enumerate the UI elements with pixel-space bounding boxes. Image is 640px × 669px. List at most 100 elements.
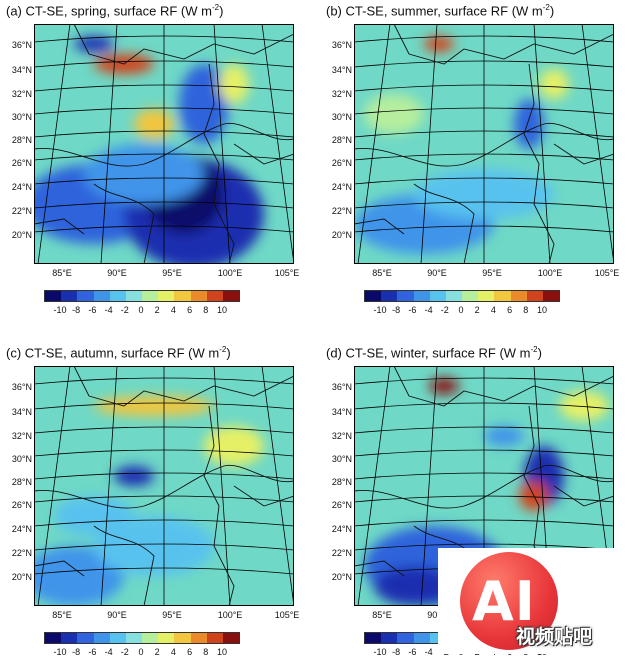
lon-tick-label: 95°E bbox=[162, 268, 182, 278]
colorbar-bin bbox=[222, 291, 240, 301]
lat-tick-label: 34°N bbox=[11, 407, 32, 417]
rf-anomaly-blob bbox=[539, 69, 569, 99]
colorbar-bin bbox=[190, 633, 207, 643]
lat-tick-label: 28°N bbox=[331, 477, 352, 487]
rf-anomaly-blob bbox=[374, 566, 454, 606]
longitude-line bbox=[261, 24, 294, 264]
colorbar-bin bbox=[125, 633, 143, 643]
rf-anomaly-blob bbox=[514, 99, 544, 149]
colorbar-tick-label: 4 bbox=[170, 647, 176, 657]
lon-tick-label: 105°E bbox=[594, 268, 620, 278]
colorbar-bin bbox=[158, 291, 175, 301]
lon-tick-label: 85°E bbox=[52, 268, 72, 278]
lon-tick-label: 100°E bbox=[217, 610, 243, 620]
border-line bbox=[354, 218, 405, 235]
borders bbox=[354, 366, 614, 606]
colorbar-tick-label: -8 bbox=[392, 647, 401, 657]
lat-tick-label: 30°N bbox=[331, 112, 352, 122]
lat-tick-label: 36°N bbox=[331, 40, 352, 50]
colorbar-bin bbox=[445, 291, 463, 301]
lat-tick-label: 20°N bbox=[11, 230, 32, 240]
colorbar-tick-label: -6 bbox=[88, 305, 97, 315]
colorbar-tick-label: -8 bbox=[392, 305, 401, 315]
colorbar-bin bbox=[174, 633, 191, 643]
lon-tick-label: 100°E bbox=[217, 268, 243, 278]
panel-title: (a) CT-SE, spring, surface RF (W m-2) bbox=[6, 3, 224, 19]
colorbar-tick-label: 2 bbox=[474, 305, 480, 315]
lat-tick-label: 32°N bbox=[11, 89, 32, 99]
colorbar-tick-label: -6 bbox=[88, 647, 97, 657]
rf-anomaly-blob bbox=[134, 109, 174, 139]
logo-caption: 视频贴吧 bbox=[516, 626, 593, 648]
lat-tick-label: 26°N bbox=[331, 500, 352, 510]
colorbar-bin bbox=[190, 291, 207, 301]
longitude-line bbox=[420, 366, 438, 606]
border-line bbox=[93, 183, 155, 264]
lat-tick-label: 30°N bbox=[331, 454, 352, 464]
colorbar-tick-label: -10 bbox=[373, 647, 387, 657]
colorbar-bin bbox=[222, 633, 240, 643]
logo-circle bbox=[460, 552, 558, 650]
border-line bbox=[393, 366, 614, 407]
border-line bbox=[523, 63, 555, 264]
colorbar-tick-label: 2 bbox=[154, 647, 160, 657]
longitude-line bbox=[37, 24, 71, 264]
colorbar-tick-label: -10 bbox=[53, 305, 67, 315]
colorbar-tick-label: 6 bbox=[187, 305, 193, 315]
lon-tick-label: 85°E bbox=[372, 610, 392, 620]
colorbar-tick-label: -6 bbox=[408, 305, 417, 315]
lon-tick-label: 105°E bbox=[274, 610, 300, 620]
lat-tick-label: 20°N bbox=[11, 572, 32, 582]
border-line bbox=[203, 405, 235, 606]
lon-tick-label: 85°E bbox=[52, 610, 72, 620]
graticule bbox=[34, 24, 294, 264]
colorbar-tick-label: -4 bbox=[104, 305, 113, 315]
map-plot bbox=[34, 24, 294, 264]
lat-tick-label: 36°N bbox=[11, 382, 32, 392]
rf-anomaly-blobs bbox=[34, 396, 264, 606]
border-line bbox=[413, 183, 475, 264]
map-frame bbox=[354, 24, 614, 264]
border-line bbox=[553, 485, 614, 507]
lat-tick-label: 26°N bbox=[11, 158, 32, 168]
colorbar-bin bbox=[109, 291, 126, 301]
longitude-line bbox=[581, 24, 614, 264]
graticule bbox=[34, 366, 294, 606]
lat-tick-label: 24°N bbox=[331, 524, 352, 534]
colorbar-tick-label: -4 bbox=[424, 647, 433, 657]
colorbar-tick-label: 8 bbox=[203, 305, 209, 315]
rf-anomaly-blob bbox=[424, 36, 454, 52]
colorbar-bin bbox=[413, 291, 430, 301]
panel-a: (a) CT-SE, spring, surface RF (W m-2) 36… bbox=[0, 0, 320, 327]
map-frame bbox=[34, 366, 294, 606]
longitude-line bbox=[100, 24, 118, 264]
colorbar-bin bbox=[45, 291, 62, 301]
lat-tick-label: 34°N bbox=[11, 65, 32, 75]
lon-tick-label: 90°E bbox=[107, 610, 127, 620]
lat-tick-label: 26°N bbox=[11, 500, 32, 510]
lat-tick-label: 24°N bbox=[11, 182, 32, 192]
lat-tick-label: 28°N bbox=[11, 477, 32, 487]
map-plot bbox=[34, 366, 294, 606]
colorbar-bin bbox=[77, 633, 94, 643]
rf-anomaly-blob bbox=[204, 426, 264, 466]
rf-anomaly-blob bbox=[94, 516, 214, 576]
longitude-line bbox=[213, 24, 231, 264]
rf-anomaly-blob bbox=[74, 36, 114, 52]
colorbar-tick-label: 8 bbox=[523, 305, 529, 315]
colorbar-bin bbox=[413, 633, 430, 643]
border-line bbox=[393, 24, 614, 65]
colorbar-tick-label: -10 bbox=[373, 305, 387, 315]
rf-anomaly-blob bbox=[34, 546, 124, 606]
border-line bbox=[34, 560, 85, 577]
border-line bbox=[73, 366, 294, 407]
lat-tick-label: 22°N bbox=[331, 206, 352, 216]
border-line bbox=[354, 464, 614, 509]
colorbar-tick-label: -8 bbox=[72, 305, 81, 315]
border-line bbox=[354, 560, 405, 577]
longitude-line bbox=[420, 24, 438, 264]
lat-tick-label: 20°N bbox=[331, 230, 352, 240]
colorbar bbox=[364, 290, 560, 302]
colorbar-bin bbox=[397, 291, 414, 301]
colorbar-bin bbox=[142, 291, 159, 301]
